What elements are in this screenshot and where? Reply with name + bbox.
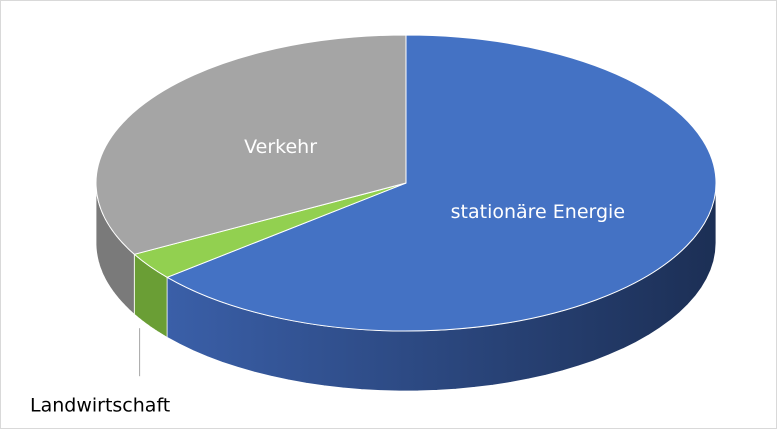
data-label: Landwirtschaft bbox=[30, 395, 170, 417]
data-label: Verkehr bbox=[244, 136, 317, 158]
data-label: stationäre Energie bbox=[451, 201, 625, 223]
pie-slice bbox=[165, 34, 717, 332]
pie-slice bbox=[95, 34, 407, 255]
